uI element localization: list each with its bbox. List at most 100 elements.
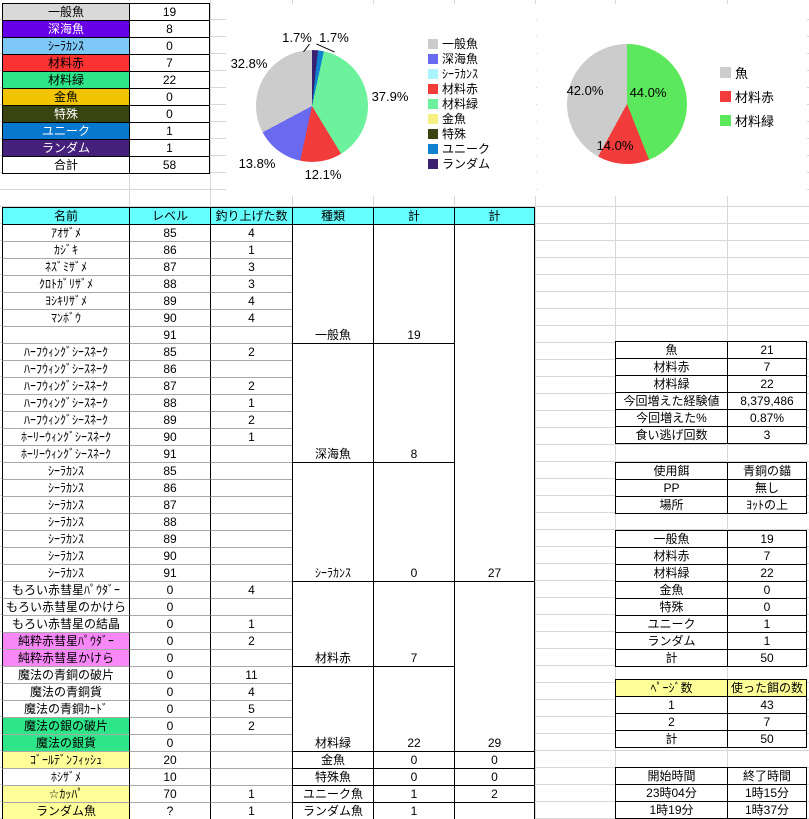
name-cell[interactable]: もろい赤彗星のかけら xyxy=(2,599,129,616)
subtotal-cell[interactable] xyxy=(454,514,535,531)
pie-2[interactable] xyxy=(567,44,687,164)
level-cell[interactable]: 87 xyxy=(129,497,210,514)
name-cell[interactable]: 魔法の青銅の破片 xyxy=(2,667,129,684)
name-cell[interactable]: ﾎｰﾘｰｳｨﾝｸﾞｼｰｽﾈｰｸ xyxy=(2,446,129,463)
count-cell[interactable]: 4 xyxy=(210,310,292,327)
name-cell[interactable]: ｼｰﾗｶﾝｽ xyxy=(2,480,129,497)
name-cell[interactable]: ﾎｼｻﾞﾒ xyxy=(2,769,129,786)
label-cell[interactable]: 材料緑 xyxy=(615,376,727,393)
value-cell[interactable]: 0 xyxy=(129,38,210,55)
level-cell[interactable]: 0 xyxy=(129,701,210,718)
subtotal-cell[interactable] xyxy=(454,378,535,395)
count-cell[interactable]: 1 xyxy=(210,616,292,633)
kind-cell[interactable] xyxy=(292,514,373,531)
level-cell[interactable]: 91 xyxy=(129,565,210,582)
count-cell[interactable]: 2 xyxy=(210,633,292,650)
subtotal-cell[interactable] xyxy=(454,259,535,276)
label-cell[interactable]: 金魚 xyxy=(615,582,727,599)
count-cell[interactable] xyxy=(210,446,292,463)
total-cell[interactable]: 1 xyxy=(373,803,454,819)
label-cell[interactable]: 一般魚 xyxy=(2,4,129,21)
subtotal-cell[interactable] xyxy=(454,225,535,242)
count-cell[interactable] xyxy=(210,565,292,582)
value-cell[interactable]: 7 xyxy=(129,55,210,72)
level-cell[interactable]: 0 xyxy=(129,718,210,735)
name-cell[interactable]: ランダム魚 xyxy=(2,803,129,819)
value-cell[interactable]: 7 xyxy=(727,714,807,731)
level-cell[interactable]: 88 xyxy=(129,395,210,412)
value-cell[interactable]: 0.87% xyxy=(727,410,807,427)
count-cell[interactable]: 3 xyxy=(210,276,292,293)
kind-cell[interactable] xyxy=(292,718,373,735)
subtotal-cell[interactable] xyxy=(454,497,535,514)
level-cell[interactable]: 0 xyxy=(129,599,210,616)
total-cell[interactable] xyxy=(373,225,454,242)
total-cell[interactable] xyxy=(373,531,454,548)
label-cell[interactable]: 材料緑 xyxy=(615,565,727,582)
subtotal-cell[interactable] xyxy=(454,616,535,633)
name-cell[interactable]: ｱｵｻﾞﾒ xyxy=(2,225,129,242)
subtotal-cell[interactable]: 27 xyxy=(454,565,535,582)
value-cell[interactable]: 7 xyxy=(727,359,807,376)
kind-cell[interactable] xyxy=(292,582,373,599)
value-cell[interactable]: 19 xyxy=(727,531,807,548)
name-cell[interactable]: 純粋赤彗星ﾊﾟｳﾀﾞｰ xyxy=(2,633,129,650)
name-cell[interactable]: ｸﾛﾄｶﾞﾘｻﾞﾒ xyxy=(2,276,129,293)
value-cell[interactable]: 58 xyxy=(129,157,210,174)
label-cell[interactable]: 特殊 xyxy=(2,106,129,123)
pie-1[interactable] xyxy=(256,50,368,162)
kind-cell[interactable]: 金魚 xyxy=(292,752,373,769)
level-cell[interactable]: 70 xyxy=(129,786,210,803)
name-cell[interactable]: 魔法の銀貨 xyxy=(2,735,129,752)
total-cell[interactable]: 1 xyxy=(373,786,454,803)
total-cell[interactable] xyxy=(373,242,454,259)
total-cell[interactable]: 19 xyxy=(373,327,454,344)
label-cell[interactable]: ｼｰﾗｶﾝｽ xyxy=(2,38,129,55)
value-cell[interactable]: 1 xyxy=(727,633,807,650)
label-cell[interactable]: 深海魚 xyxy=(2,21,129,38)
value-cell[interactable]: 1時37分 xyxy=(727,802,807,819)
level-cell[interactable]: 88 xyxy=(129,514,210,531)
kind-cell[interactable] xyxy=(292,531,373,548)
name-cell[interactable]: ☆ｶｯﾊﾟ xyxy=(2,786,129,803)
level-cell[interactable]: 0 xyxy=(129,582,210,599)
value-cell[interactable]: 7 xyxy=(727,548,807,565)
level-cell[interactable]: 86 xyxy=(129,361,210,378)
kind-cell[interactable] xyxy=(292,225,373,242)
total-cell[interactable]: 0 xyxy=(373,565,454,582)
value-cell[interactable]: 1 xyxy=(727,616,807,633)
kind-cell[interactable] xyxy=(292,667,373,684)
count-cell[interactable] xyxy=(210,361,292,378)
kind-cell[interactable] xyxy=(292,599,373,616)
count-cell[interactable] xyxy=(210,497,292,514)
subtotal-cell[interactable] xyxy=(454,548,535,565)
kind-cell[interactable] xyxy=(292,548,373,565)
level-cell[interactable]: 90 xyxy=(129,429,210,446)
level-cell[interactable]: 90 xyxy=(129,548,210,565)
count-cell[interactable]: 11 xyxy=(210,667,292,684)
kind-cell[interactable] xyxy=(292,616,373,633)
name-cell[interactable]: ｼｰﾗｶﾝｽ xyxy=(2,497,129,514)
header-cell[interactable]: 名前 xyxy=(2,208,129,225)
name-cell[interactable]: ｼｰﾗｶﾝｽ xyxy=(2,531,129,548)
kind-cell[interactable] xyxy=(292,378,373,395)
kind-cell[interactable] xyxy=(292,463,373,480)
header-cell[interactable]: 釣り上げた数 xyxy=(210,208,292,225)
value-cell[interactable]: 19 xyxy=(129,4,210,21)
total-cell[interactable] xyxy=(373,667,454,684)
subtotal-cell[interactable] xyxy=(454,718,535,735)
name-cell[interactable]: ﾊｰﾌｳｨﾝｸﾞｼｰｽﾈｰｸ xyxy=(2,344,129,361)
kind-cell[interactable]: 特殊魚 xyxy=(292,769,373,786)
level-cell[interactable]: ? xyxy=(129,803,210,819)
subtotal-cell[interactable]: 0 xyxy=(454,769,535,786)
value-cell[interactable]: 50 xyxy=(727,731,807,748)
level-cell[interactable]: 89 xyxy=(129,293,210,310)
label-cell[interactable]: 食い逃げ回数 xyxy=(615,427,727,444)
total-cell[interactable] xyxy=(373,514,454,531)
label-cell[interactable]: 材料赤 xyxy=(615,359,727,376)
subtotal-cell[interactable] xyxy=(454,276,535,293)
value-cell[interactable]: 43 xyxy=(727,697,807,714)
label-cell[interactable]: 使用餌 xyxy=(615,463,727,480)
name-cell[interactable]: ｼｰﾗｶﾝｽ xyxy=(2,548,129,565)
value-cell[interactable]: 50 xyxy=(727,650,807,667)
